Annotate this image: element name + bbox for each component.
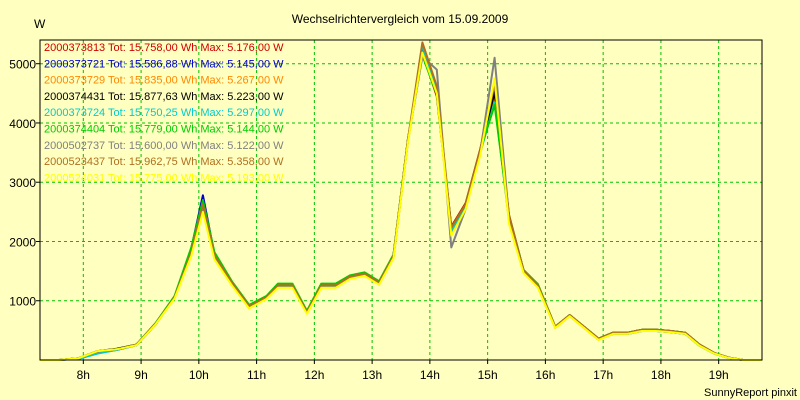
y-tick-label: 5000 [9, 58, 36, 72]
legend-entry-2000524031: 2000524031 Tot: 15.775,00 Wh Max: 5.193,… [44, 172, 284, 184]
x-tick-label: 11h [247, 368, 266, 382]
series-line-2000524031 [40, 51, 762, 361]
plot-frame [39, 39, 763, 361]
footer-credit: SunnyReport pinxit [704, 387, 797, 399]
legend-entry-2000523437: 2000523437 Tot: 15.962,75 Wh Max: 5.358,… [44, 156, 284, 168]
y-tick-label: 4000 [9, 117, 36, 131]
legend-entry-2000373813: 2000373813 Tot: 15.758,00 Wh Max: 5.176,… [44, 42, 284, 54]
legend-entry-2000374404: 2000374404 Tot: 15.779,00 Wh Max: 5.144,… [44, 124, 284, 136]
x-tick-label: 15h [478, 368, 498, 382]
x-tick-label: 13h [362, 368, 382, 382]
x-tick-label: 18h [651, 368, 671, 382]
y-axis-unit-label: W [34, 17, 46, 31]
chart-title: Wechselrichtervergleich vom 15.09.2009 [292, 12, 509, 26]
legend-entry-2000373721: 2000373721 Tot: 15.586,88 Wh Max: 5.145,… [44, 58, 284, 70]
legend-entry-2000374431: 2000374431 Tot: 15.877,63 Wh Max: 5.223,… [44, 91, 284, 103]
x-tick-label: 19h [709, 368, 729, 382]
x-tick-label: 10h [189, 368, 209, 382]
x-tick-label: 8h [77, 368, 90, 382]
legend: 2000373813 Tot: 15.758,00 Wh Max: 5.176,… [44, 42, 284, 184]
legend-entry-2000373729: 2000373729 Tot: 15.835,00 Wh Max: 5.267,… [44, 75, 284, 87]
legend-entry-2000373724: 2000373724 Tot: 15.750,25 Wh Max: 5.297,… [44, 107, 284, 119]
x-tick-label: 12h [304, 368, 324, 382]
y-axis-ticks: 1000 2000 3000 4000 5000 [9, 58, 40, 309]
y-tick-label: 3000 [9, 176, 36, 190]
gridlines [40, 40, 762, 360]
x-tick-label: 17h [593, 368, 613, 382]
data-series [40, 41, 762, 361]
x-axis-ticks: 8h 9h 10h 11h 12h 13h 14h 15h 16h 17h 18h 19h [77, 360, 729, 382]
series-line-2000523437 [40, 41, 762, 361]
x-tick-label: 14h [420, 368, 440, 382]
y-tick-label: 2000 [9, 235, 36, 249]
x-tick-label: 16h [535, 368, 555, 382]
x-tick-label: 9h [134, 368, 147, 382]
y-tick-label: 1000 [9, 295, 36, 309]
legend-entry-2000502737: 2000502737 Tot: 15.600,00 Wh Max: 5.122,… [44, 140, 284, 152]
